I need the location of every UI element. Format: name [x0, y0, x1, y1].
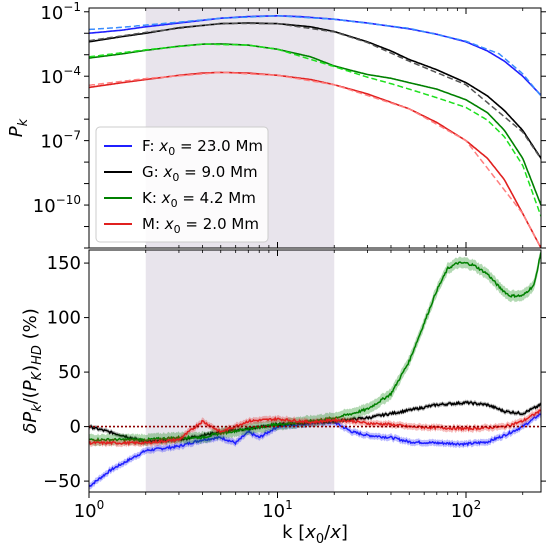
series-line-f-hd	[89, 15, 541, 97]
x-axis-label: k [x0/x]	[282, 522, 348, 547]
x-tick-label: 102	[451, 498, 482, 522]
y-axis-label-top: Pk	[6, 118, 31, 137]
y-tick-label: −50	[43, 471, 81, 492]
legend-box	[95, 126, 269, 243]
bottom-panel-relative-difference: 100 101 102 −50 0 50 100 150 k [x0/x] δPk/(PK)HD …	[20, 249, 546, 547]
legend-label: K: x0 = 4.2 Mm	[142, 189, 256, 210]
x-tick-label: 100	[74, 498, 105, 522]
x-tick-label: 101	[262, 498, 293, 522]
y-tick-label: 10−1	[40, 0, 81, 24]
y-tick-label: 10−7	[40, 129, 81, 153]
y-tick-label: 50	[58, 362, 81, 383]
top-panel-power-spectrum: 10−10 10−7 10−4 10−1 Pk	[6, 0, 546, 249]
y-tick-label: 10−10	[33, 193, 81, 217]
series-line-m-hd	[89, 71, 541, 248]
top-axes-frame	[88, 7, 542, 249]
legend-label: F: x0 = 23.0 Mm	[142, 137, 263, 158]
bottom-axes-frame	[88, 249, 542, 493]
series-line-g-hd	[89, 22, 541, 160]
y-tick-label: 0	[70, 417, 81, 438]
y-tick-label: 150	[47, 253, 81, 274]
legend: F: x0 = 23.0 Mm G: x0 = 9.0 Mm K: x0 = 4.2…	[95, 126, 269, 243]
y-tick-label: 100	[47, 308, 81, 329]
series-line-m	[89, 409, 541, 447]
series-line-k-hd	[89, 43, 541, 217]
legend-label: M: x0 = 2.0 Mm	[142, 215, 259, 236]
shaded-region	[145, 250, 335, 492]
y-tick-label: 10−4	[40, 64, 81, 88]
y-axis-label-bottom: δPk/(PK)HD (%)	[20, 308, 45, 434]
legend-label: G: x0 = 9.0 Mm	[142, 163, 258, 184]
